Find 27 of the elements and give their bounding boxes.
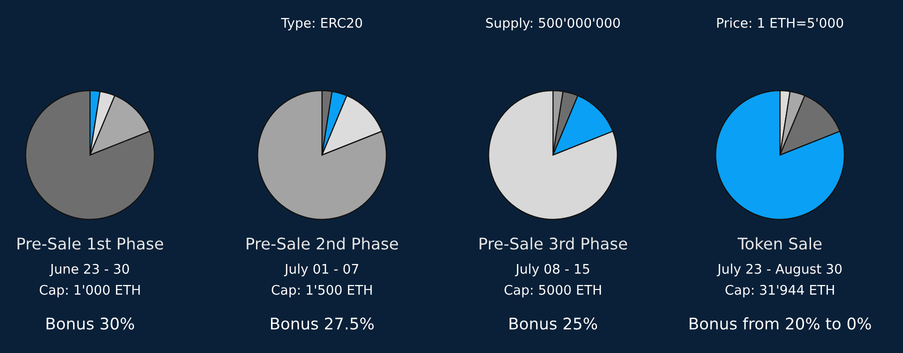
- text: Token Sale: [738, 237, 822, 250]
- text: Cap: 1'500 ETH: [272, 284, 372, 298]
- text: Bonus 30%: [46, 318, 134, 330]
- text: Cap: 5000 ETH: [504, 284, 601, 298]
- text: July 01 - 07: [284, 264, 358, 276]
- text: July 08 - 15: [514, 264, 590, 276]
- text: June 23 - 30: [49, 264, 129, 276]
- text: Cap: 1'000 ETH: [40, 284, 140, 298]
- pie-slice: [488, 90, 618, 220]
- pie-slice: [257, 90, 387, 220]
- text: Pre-Sale 2nd Phase: [246, 237, 398, 250]
- text: Bonus 25%: [510, 318, 598, 330]
- text: Cap: 31'944 ETH: [726, 284, 834, 298]
- pie-slice: [779, 95, 840, 156]
- text: July 23 - August 30: [716, 264, 842, 276]
- chart-subtitle: Price: 1 ETH=5'000: [717, 18, 844, 28]
- pie-slice: [321, 95, 382, 156]
- pie-slice: [25, 90, 155, 220]
- chart-subtitle: Supply: 500'000'000: [486, 18, 620, 30]
- pie-slice: [89, 95, 150, 156]
- pie-slice: [715, 90, 845, 220]
- text: Pre-Sale 3rd Phase: [480, 237, 628, 250]
- text: Bonus 27.5%: [271, 318, 374, 330]
- pie-slice: [552, 95, 614, 156]
- text: Pre-Sale 1st Phase: [18, 237, 164, 250]
- text: Bonus from 20% to 0%: [690, 317, 871, 330]
- chart-subtitle: Type: ERC20: [281, 18, 362, 30]
